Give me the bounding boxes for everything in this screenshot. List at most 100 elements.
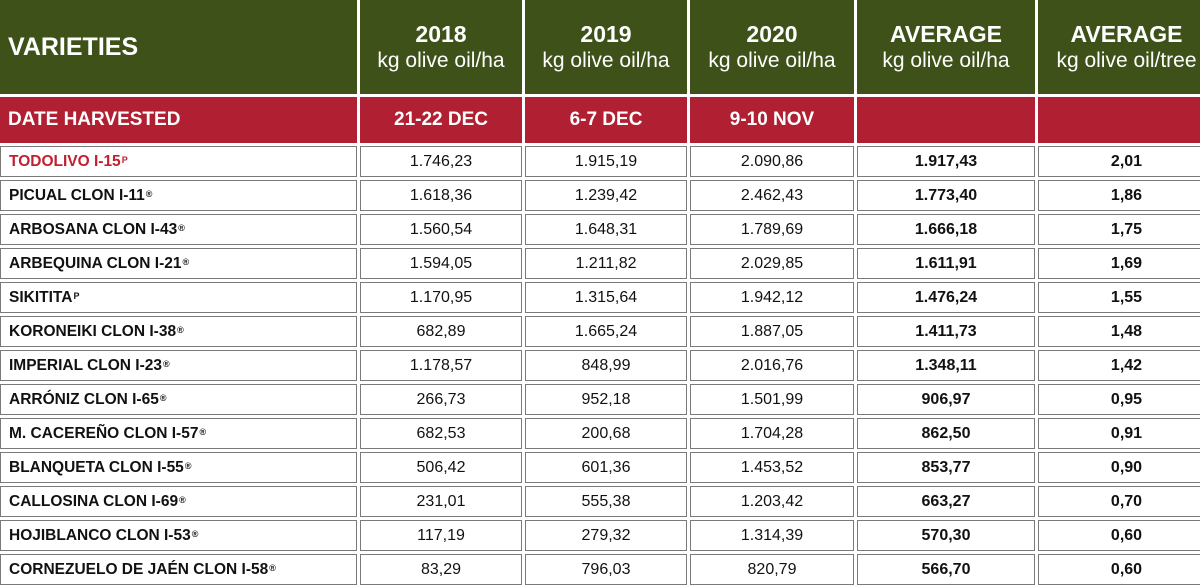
value-cell: 2.090,86	[690, 146, 854, 177]
value-cell: 1.594,05	[360, 248, 522, 279]
variety-name: PICUAL CLON I-11	[9, 186, 145, 204]
variety-name: HOJIBLANCO CLON I-53	[9, 526, 191, 544]
value-cell: 853,77	[857, 452, 1035, 483]
value-cell: 1.476,24	[857, 282, 1035, 313]
value-cell: 1.203,42	[690, 486, 854, 517]
col-title: AVERAGE	[889, 21, 1003, 47]
value-cell: 862,50	[857, 418, 1035, 449]
variety-mark: ®	[182, 256, 190, 267]
value-cell: 0,70	[1038, 486, 1200, 517]
value-cell: 1.917,43	[857, 146, 1035, 177]
variety-name: ARBOSANA CLON I-43	[9, 220, 178, 238]
value-cell: 83,29	[360, 554, 522, 585]
variety-mark: ®	[179, 494, 186, 505]
variety-mark: ®	[191, 528, 199, 539]
value-cell: 1.704,28	[690, 418, 854, 449]
date-harvested-average-tree	[1038, 97, 1200, 143]
varieties-label: VARIETIES	[8, 32, 139, 61]
date-harvested-2019: 6-7 DEC	[525, 97, 687, 143]
variety-mark: ®	[163, 358, 170, 369]
variety-mark: ®	[178, 222, 185, 233]
value-cell: 1.773,40	[857, 180, 1035, 211]
variety-name-cell: BLANQUETA CLON I-55 ®	[0, 452, 357, 483]
variety-mark: ®	[159, 392, 167, 403]
value-cell: 1.648,31	[525, 214, 687, 245]
value-cell: 1.560,54	[360, 214, 522, 245]
col-header-2019: 2019 kg olive oil/ha	[525, 0, 687, 94]
variety-name: ARBEQUINA CLON I-21	[9, 254, 182, 272]
variety-name-cell: M. CACEREÑO CLON I-57 ®	[0, 418, 357, 449]
varieties-header: VARIETIES	[0, 0, 357, 94]
col-title: 2020	[746, 21, 798, 47]
date-harvested-2020: 9-10 NOV	[690, 97, 854, 143]
col-header-2018: 2018 kg olive oil/ha	[360, 0, 522, 94]
value-cell: 796,03	[525, 554, 687, 585]
value-cell: 1.239,42	[525, 180, 687, 211]
value-cell: 1.178,57	[360, 350, 522, 381]
value-cell: 1,42	[1038, 350, 1200, 381]
value-cell: 1.942,12	[690, 282, 854, 313]
variety-name: ARRÓNIZ CLON I-65	[9, 390, 159, 408]
value-cell: 0,90	[1038, 452, 1200, 483]
value-cell: 555,38	[525, 486, 687, 517]
value-cell: 1,86	[1038, 180, 1200, 211]
col-unit: kg olive oil/tree	[1056, 49, 1197, 72]
variety-mark: P	[73, 290, 80, 301]
col-header-average-ha: AVERAGE kg olive oil/ha	[857, 0, 1035, 94]
col-title: 2019	[580, 21, 632, 47]
value-cell: 1.348,11	[857, 350, 1035, 381]
value-cell: 906,97	[857, 384, 1035, 415]
date-harvested-average-ha	[857, 97, 1035, 143]
value-cell: 0,91	[1038, 418, 1200, 449]
value-cell: 2.462,43	[690, 180, 854, 211]
variety-name-cell: HOJIBLANCO CLON I-53 ®	[0, 520, 357, 551]
value-cell: 952,18	[525, 384, 687, 415]
value-cell: 2.029,85	[690, 248, 854, 279]
variety-name-cell: ARBEQUINA CLON I-21 ®	[0, 248, 357, 279]
value-cell: 566,70	[857, 554, 1035, 585]
value-cell: 200,68	[525, 418, 687, 449]
value-cell: 1.315,64	[525, 282, 687, 313]
value-cell: 570,30	[857, 520, 1035, 551]
value-cell: 2,01	[1038, 146, 1200, 177]
value-cell: 663,27	[857, 486, 1035, 517]
variety-mark: ®	[145, 188, 153, 199]
variety-name: CORNEZUELO DE JAÉN CLON I-58	[9, 560, 269, 578]
value-cell: 506,42	[360, 452, 522, 483]
col-title: 2018	[415, 21, 467, 47]
value-cell: 266,73	[360, 384, 522, 415]
value-cell: 1,48	[1038, 316, 1200, 347]
variety-mark: P	[121, 154, 128, 165]
col-unit: kg olive oil/ha	[377, 49, 505, 72]
variety-name-cell: TODOLIVO I-15 P	[0, 146, 357, 177]
variety-mark: ®	[269, 562, 276, 573]
value-cell: 820,79	[690, 554, 854, 585]
variety-name-cell: CALLOSINA CLON I-69 ®	[0, 486, 357, 517]
col-title: AVERAGE	[1070, 21, 1183, 47]
value-cell: 2.016,76	[690, 350, 854, 381]
value-cell: 279,32	[525, 520, 687, 551]
variety-name: IMPERIAL CLON I-23	[9, 356, 163, 374]
value-cell: 601,36	[525, 452, 687, 483]
value-cell: 1.170,95	[360, 282, 522, 313]
value-cell: 1.915,19	[525, 146, 687, 177]
value-cell: 1.314,39	[690, 520, 854, 551]
variety-name-cell: CORNEZUELO DE JAÉN CLON I-58 ®	[0, 554, 357, 585]
value-cell: 1.211,82	[525, 248, 687, 279]
variety-name: SIKITITA	[9, 288, 73, 306]
value-cell: 117,19	[360, 520, 522, 551]
value-cell: 1.611,91	[857, 248, 1035, 279]
value-cell: 231,01	[360, 486, 522, 517]
value-cell: 0,60	[1038, 520, 1200, 551]
variety-name: KORONEIKI CLON I-38	[9, 322, 177, 340]
value-cell: 682,53	[360, 418, 522, 449]
value-cell: 0,95	[1038, 384, 1200, 415]
variety-name: CALLOSINA CLON I-69	[9, 492, 179, 510]
value-cell: 1.746,23	[360, 146, 522, 177]
value-cell: 682,89	[360, 316, 522, 347]
variety-mark: ®	[199, 426, 207, 437]
variety-name-cell: SIKITITA P	[0, 282, 357, 313]
value-cell: 1,69	[1038, 248, 1200, 279]
value-cell: 1.887,05	[690, 316, 854, 347]
